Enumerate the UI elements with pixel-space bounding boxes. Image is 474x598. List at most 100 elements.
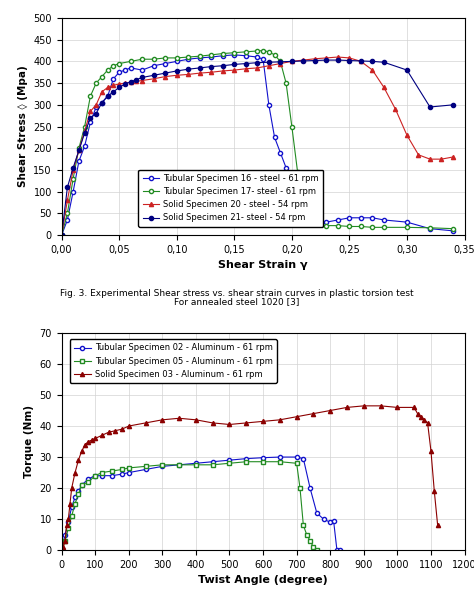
Line: Solid Specimen 20 - steel - 54 rpm: Solid Specimen 20 - steel - 54 rpm [60, 55, 455, 237]
Tubular Specimen 17- steel - 61 rpm [295, 169, 301, 176]
Solid Specimen 20 - steel - 54 rpm [163, 73, 168, 80]
Tubular Specimen 05 - Aluminum - 61 rpm [143, 463, 148, 470]
Solid Specimen 21- steel - 54 rpm [301, 57, 306, 65]
Solid Specimen 21- steel - 54 rpm [163, 69, 168, 77]
Solid Specimen 03 - Aluminum - 61 rpm [328, 407, 333, 414]
Solid Specimen 21- steel - 54 rpm [324, 56, 329, 63]
X-axis label: Shear Strain γ: Shear Strain γ [218, 261, 308, 270]
Tubular Specimen 17- steel - 61 rpm [301, 210, 306, 217]
Tubular Specimen 17- steel - 61 rpm [312, 221, 318, 228]
Solid Specimen 03 - Aluminum - 61 rpm [64, 521, 70, 529]
Tubular Specimen 17- steel - 61 rpm [76, 145, 82, 152]
Tubular Specimen 16 - steel - 61 rpm [139, 66, 145, 74]
Solid Specimen 20 - steel - 54 rpm [76, 147, 82, 154]
Tubular Specimen 16 - steel - 61 rpm [381, 216, 387, 224]
Tubular Specimen 17- steel - 61 rpm [88, 93, 93, 100]
Solid Specimen 03 - Aluminum - 61 rpm [431, 487, 437, 495]
Tubular Specimen 05 - Aluminum - 61 rpm [99, 469, 105, 476]
Tubular Specimen 16 - steel - 61 rpm [185, 56, 191, 63]
Y-axis label: Torque (Nm): Torque (Nm) [24, 405, 34, 478]
Solid Specimen 03 - Aluminum - 61 rpm [277, 416, 283, 423]
Solid Specimen 20 - steel - 54 rpm [231, 66, 237, 74]
Tubular Specimen 05 - Aluminum - 61 rpm [176, 461, 182, 468]
Solid Specimen 21- steel - 54 rpm [134, 76, 139, 83]
Solid Specimen 21- steel - 54 rpm [116, 84, 122, 91]
Solid Specimen 21- steel - 54 rpm [185, 66, 191, 73]
Solid Specimen 20 - steel - 54 rpm [450, 153, 456, 160]
Solid Specimen 03 - Aluminum - 61 rpm [82, 441, 88, 448]
Tubular Specimen 16 - steel - 61 rpm [301, 214, 306, 221]
Solid Specimen 03 - Aluminum - 61 rpm [159, 416, 165, 423]
Solid Specimen 03 - Aluminum - 61 rpm [75, 457, 81, 464]
Tubular Specimen 17- steel - 61 rpm [358, 223, 364, 230]
Solid Specimen 21- steel - 54 rpm [266, 59, 272, 66]
Tubular Specimen 16 - steel - 61 rpm [174, 58, 180, 65]
Solid Specimen 03 - Aluminum - 61 rpm [244, 419, 249, 426]
Tubular Specimen 16 - steel - 61 rpm [324, 218, 329, 225]
Tubular Specimen 02 - Aluminum - 61 rpm [328, 518, 333, 526]
Tubular Specimen 16 - steel - 61 rpm [427, 225, 433, 232]
Solid Specimen 20 - steel - 54 rpm [438, 155, 444, 163]
Tubular Specimen 16 - steel - 61 rpm [122, 66, 128, 74]
Solid Specimen 03 - Aluminum - 61 rpm [260, 418, 266, 425]
Y-axis label: Shear Stress ◊ (Mpa): Shear Stress ◊ (Mpa) [18, 66, 27, 187]
Solid Specimen 03 - Aluminum - 61 rpm [92, 435, 98, 442]
Text: Fig. 3. Experimental Shear stress vs. shear strain curves in plastic torsion tes: Fig. 3. Experimental Shear stress vs. sh… [60, 289, 414, 298]
Tubular Specimen 16 - steel - 61 rpm [110, 75, 116, 83]
Solid Specimen 20 - steel - 54 rpm [335, 53, 341, 60]
Solid Specimen 20 - steel - 54 rpm [255, 65, 260, 72]
Tubular Specimen 16 - steel - 61 rpm [266, 101, 272, 108]
Tubular Specimen 17- steel - 61 rpm [404, 224, 410, 231]
Tubular Specimen 02 - Aluminum - 61 rpm [227, 457, 232, 464]
Solid Specimen 21- steel - 54 rpm [277, 58, 283, 65]
Solid Specimen 03 - Aluminum - 61 rpm [421, 416, 427, 423]
Tubular Specimen 05 - Aluminum - 61 rpm [294, 460, 300, 467]
Tubular Specimen 16 - steel - 61 rpm [346, 214, 352, 221]
Tubular Specimen 02 - Aluminum - 61 rpm [119, 471, 125, 478]
Solid Specimen 21- steel - 54 rpm [139, 74, 145, 81]
Solid Specimen 21- steel - 54 rpm [99, 99, 105, 106]
Tubular Specimen 05 - Aluminum - 61 rpm [310, 544, 316, 551]
Tubular Specimen 02 - Aluminum - 61 rpm [244, 455, 249, 462]
Tubular Specimen 17- steel - 61 rpm [128, 58, 134, 65]
Tubular Specimen 05 - Aluminum - 61 rpm [119, 466, 125, 473]
Solid Specimen 20 - steel - 54 rpm [427, 155, 433, 163]
Tubular Specimen 17- steel - 61 rpm [260, 47, 266, 54]
Solid Specimen 21- steel - 54 rpm [404, 66, 410, 74]
Tubular Specimen 17- steel - 61 rpm [197, 53, 202, 60]
Solid Specimen 20 - steel - 54 rpm [99, 89, 105, 96]
Solid Specimen 03 - Aluminum - 61 rpm [394, 404, 400, 411]
Solid Specimen 03 - Aluminum - 61 rpm [106, 429, 111, 436]
Tubular Specimen 02 - Aluminum - 61 rpm [331, 517, 337, 524]
Tubular Specimen 05 - Aluminum - 61 rpm [159, 461, 165, 468]
Solid Specimen 20 - steel - 54 rpm [93, 101, 99, 108]
Tubular Specimen 16 - steel - 61 rpm [231, 51, 237, 59]
Tubular Specimen 17- steel - 61 rpm [272, 51, 277, 59]
Solid Specimen 21- steel - 54 rpm [289, 58, 295, 65]
Tubular Specimen 05 - Aluminum - 61 rpm [244, 458, 249, 465]
Solid Specimen 21- steel - 54 rpm [110, 89, 116, 96]
Solid Specimen 03 - Aluminum - 61 rpm [126, 422, 132, 429]
Tubular Specimen 17- steel - 61 rpm [174, 54, 180, 62]
Tubular Specimen 05 - Aluminum - 61 rpm [227, 460, 232, 467]
Tubular Specimen 17- steel - 61 rpm [64, 210, 70, 217]
Solid Specimen 20 - steel - 54 rpm [128, 79, 134, 86]
Tubular Specimen 05 - Aluminum - 61 rpm [126, 464, 132, 471]
Tubular Specimen 05 - Aluminum - 61 rpm [193, 461, 199, 468]
Solid Specimen 20 - steel - 54 rpm [197, 69, 202, 77]
Solid Specimen 21- steel - 54 rpm [88, 114, 93, 121]
Tubular Specimen 05 - Aluminum - 61 rpm [277, 458, 283, 465]
Solid Specimen 21- steel - 54 rpm [59, 231, 64, 239]
Solid Specimen 21- steel - 54 rpm [197, 65, 202, 72]
Tubular Specimen 17- steel - 61 rpm [59, 231, 64, 239]
Tubular Specimen 02 - Aluminum - 61 rpm [75, 487, 81, 495]
Solid Specimen 03 - Aluminum - 61 rpm [227, 421, 232, 428]
Tubular Specimen 17- steel - 61 rpm [324, 222, 329, 229]
Tubular Specimen 02 - Aluminum - 61 rpm [301, 455, 306, 462]
Tubular Specimen 16 - steel - 61 rpm [277, 149, 283, 156]
Tubular Specimen 02 - Aluminum - 61 rpm [334, 547, 340, 554]
Tubular Specimen 16 - steel - 61 rpm [197, 54, 202, 62]
Line: Solid Specimen 21- steel - 54 rpm: Solid Specimen 21- steel - 54 rpm [60, 58, 455, 237]
Solid Specimen 21- steel - 54 rpm [255, 59, 260, 66]
Solid Specimen 21- steel - 54 rpm [93, 110, 99, 117]
